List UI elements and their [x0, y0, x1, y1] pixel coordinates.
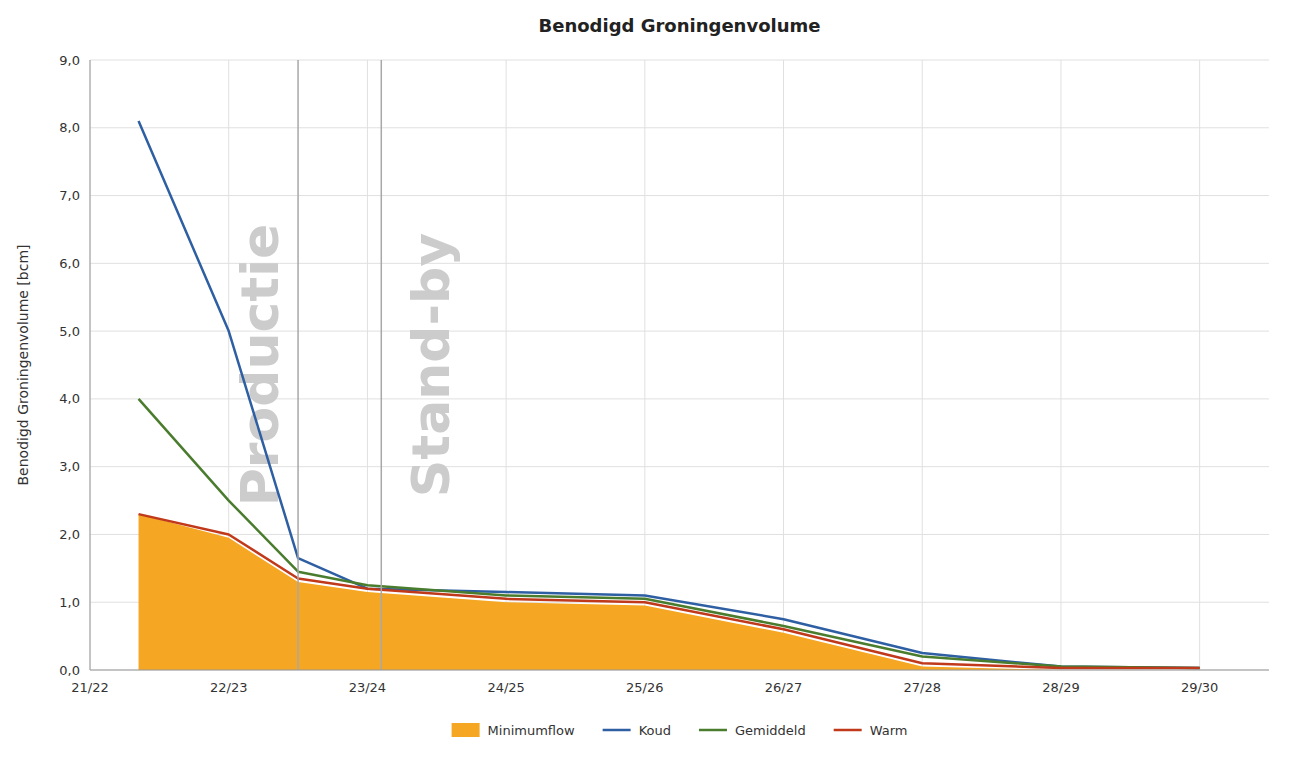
y-tick-labels: 0,0 1,0 2,0 3,0 4,0 5,0 6,0 7,0 8,0 9,0 — [59, 53, 80, 678]
x-tick-label: 23/24 — [349, 680, 386, 695]
x-tick-label: 28/29 — [1042, 680, 1079, 695]
grid-line-x — [644, 60, 645, 670]
x-axis-line — [90, 670, 1269, 671]
x-tick-label: 21/22 — [71, 680, 108, 695]
x-tick-label: 24/25 — [487, 680, 524, 695]
y-tick-label: 7,0 — [59, 188, 80, 203]
legend-label: Warm — [870, 723, 908, 738]
legend-label: Gemiddeld — [735, 723, 806, 738]
legend-swatch — [452, 723, 480, 737]
legend-item: Koud — [603, 723, 671, 738]
legend-label: Minimumflow — [488, 723, 575, 738]
legend-item: Warm — [834, 723, 908, 738]
grid-line-y — [90, 127, 1269, 128]
legend-swatch — [603, 729, 631, 732]
grid-line-x — [1199, 60, 1200, 670]
legend-swatch — [699, 729, 727, 732]
y-tick-label: 8,0 — [59, 120, 80, 135]
grid — [90, 60, 1269, 670]
grid-line-x — [922, 60, 923, 670]
legend-item: Minimumflow — [452, 723, 575, 738]
y-tick-label: 1,0 — [59, 595, 80, 610]
legend: Minimumflow Koud Gemiddeld Warm — [452, 723, 908, 738]
x-tick-labels: 21/22 22/23 23/24 24/25 25/26 26/27 27/28 28/29… — [71, 680, 1218, 695]
y-tick-label: 9,0 — [59, 53, 80, 68]
y-axis-label: Benodigd Groningenvolume [bcm] — [15, 245, 31, 486]
x-tick-label: 27/28 — [904, 680, 941, 695]
grid-line-y — [90, 195, 1269, 196]
y-axis-line — [90, 60, 91, 670]
legend-swatch — [834, 729, 862, 732]
background — [0, 0, 1299, 770]
grid-line-x — [90, 60, 91, 670]
grid-line-x — [783, 60, 784, 670]
x-tick-label: 22/23 — [210, 680, 247, 695]
legend-label: Koud — [639, 723, 671, 738]
grid-line-y — [90, 534, 1269, 535]
annotation-texts: ProductieStand-by — [230, 224, 461, 507]
annotation-line — [297, 60, 299, 670]
annotation-line — [381, 60, 383, 670]
y-tick-label: 4,0 — [59, 391, 80, 406]
y-tick-label: 5,0 — [59, 324, 80, 339]
y-tick-label: 6,0 — [59, 256, 80, 271]
annotation-text: Stand-by — [401, 233, 461, 497]
chart: ProductieStand-by 21/22 22/23 23/24 24/25 25/… — [0, 0, 1299, 770]
x-tick-label: 25/26 — [626, 680, 663, 695]
legend-item: Gemiddeld — [699, 723, 806, 738]
grid-line-y — [90, 670, 1269, 671]
grid-line-y — [90, 60, 1269, 61]
grid-line-x — [1060, 60, 1061, 670]
x-tick-label: 26/27 — [765, 680, 802, 695]
y-tick-label: 0,0 — [59, 663, 80, 678]
grid-line-x — [506, 60, 507, 670]
title: Benodigd Groningenvolume — [539, 15, 821, 36]
annotation-lines — [298, 60, 381, 670]
y-tick-label: 3,0 — [59, 459, 80, 474]
x-tick-label: 29/30 — [1181, 680, 1218, 695]
grid-line-x — [367, 60, 368, 670]
y-tick-label: 2,0 — [59, 527, 80, 542]
